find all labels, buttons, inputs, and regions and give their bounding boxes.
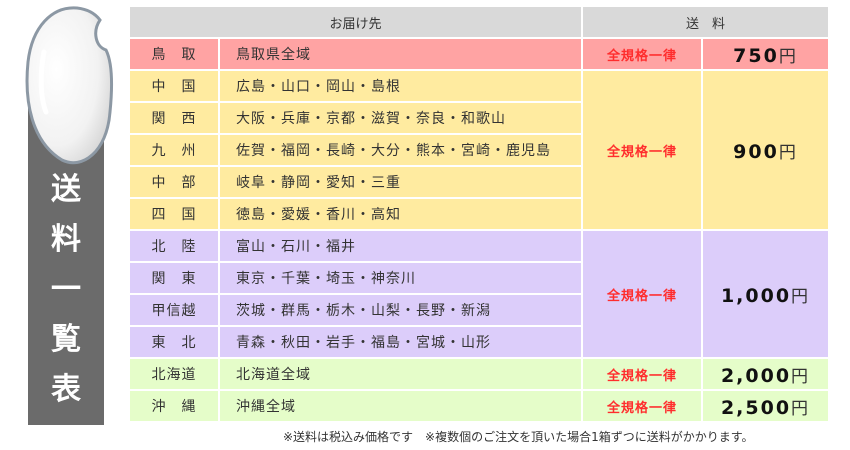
header-shipping: 送 料 (583, 7, 828, 37)
region-name: 沖 縄 (130, 391, 218, 421)
prefecture-list: 茨城・群馬・栃木・山梨・長野・新潟 (220, 295, 581, 325)
prefecture-list: 大阪・兵庫・京都・滋賀・奈良・和歌山 (220, 103, 581, 133)
price-unit: 円 (778, 142, 798, 163)
prefecture-list: 東京・千葉・埼玉・神奈川 (220, 263, 581, 293)
rate-label: 全規格一律 (583, 231, 701, 357)
table-row: 東 北青森・秋田・岩手・福島・宮城・山形 (130, 327, 828, 357)
region-name: 四 国 (130, 199, 218, 229)
title-char: 一 (51, 272, 81, 307)
table-row: 九 州佐賀・福岡・長崎・大分・熊本・宮崎・鹿児島 (130, 135, 828, 165)
region-name: 関 東 (130, 263, 218, 293)
prefecture-list: 青森・秋田・岩手・福島・宮城・山形 (220, 327, 581, 357)
price: 2,500円 (703, 391, 828, 421)
prefecture-list: 岐阜・静岡・愛知・三重 (220, 167, 581, 197)
table-row: 鳥 取鳥取県全域 全規格一律 750円 (130, 39, 828, 69)
price: 900円 (703, 71, 828, 229)
table-row: 関 西大阪・兵庫・京都・滋賀・奈良・和歌山 (130, 103, 828, 133)
title-char: 覧 (51, 322, 81, 357)
price-unit: 円 (791, 286, 811, 307)
prefecture-list: 佐賀・福岡・長崎・大分・熊本・宮崎・鹿児島 (220, 135, 581, 165)
rate-label: 全規格一律 (583, 39, 701, 69)
price-value: 2,000 (720, 364, 792, 387)
sidebar-title: 送 料 一 覧 表 (28, 175, 104, 425)
region-name: 鳥 取 (130, 39, 218, 69)
region-name: 北海道 (130, 359, 218, 389)
rate-label: 全規格一律 (583, 71, 701, 229)
table-row: 関 東東京・千葉・埼玉・神奈川 (130, 263, 828, 293)
prefecture-list: 鳥取県全域 (220, 39, 581, 69)
shipping-table: お届け先 送 料 鳥 取鳥取県全域 全規格一律 750円中 国広島・山口・岡山・島根… (128, 5, 830, 423)
table-row: 中 部岐阜・静岡・愛知・三重 (130, 167, 828, 197)
footnote: ※送料は税込み価格です ※複数個のご注文を頂いた場合1箱ずつに送料がかかります。 (283, 430, 754, 444)
table-row: 四 国徳島・愛媛・香川・高知 (130, 199, 828, 229)
header-destination: お届け先 (130, 7, 581, 37)
rice-grain-icon (25, 6, 114, 165)
table-row: 北海道 北海道全域 全規格一律 2,000円 (130, 359, 828, 389)
table-row: 甲信越 茨城・群馬・栃木・山梨・長野・新潟 (130, 295, 828, 325)
region-name: 九 州 (130, 135, 218, 165)
title-char: 表 (51, 372, 81, 407)
prefecture-list: 富山・石川・福井 (220, 231, 581, 261)
price-value: 750 (733, 44, 779, 67)
price: 750円 (703, 39, 828, 69)
table-row: 中 国広島・山口・岡山・島根 全規格一律 900円 (130, 71, 828, 229)
prefecture-list: 広島・山口・岡山・島根 (220, 71, 581, 101)
prefecture-list: 沖縄全域 (220, 391, 581, 421)
region-name: 中 部 (130, 167, 218, 197)
price: 1,000円 (703, 231, 828, 357)
table-row: 北 陸富山・石川・福井 全規格一律 1,000円 (130, 231, 828, 357)
price-unit: 円 (791, 398, 811, 419)
table-row: 沖 縄沖縄全域 全規格一律 2,500円 (130, 391, 828, 421)
title-char: 送 (51, 172, 81, 207)
price-unit: 円 (778, 46, 798, 67)
region-name: 中 国 (130, 71, 218, 101)
region-name: 甲信越 (130, 295, 218, 325)
title-char: 料 (51, 222, 81, 257)
price-unit: 円 (791, 366, 811, 387)
prefecture-list: 徳島・愛媛・香川・高知 (220, 199, 581, 229)
region-name: 東 北 (130, 327, 218, 357)
price-value: 1,000 (720, 284, 792, 307)
rate-label: 全規格一律 (583, 359, 701, 389)
prefecture-list: 北海道全域 (220, 359, 581, 389)
region-name: 北 陸 (130, 231, 218, 261)
price-value: 2,500 (720, 396, 792, 419)
rate-label: 全規格一律 (583, 391, 701, 421)
region-name: 関 西 (130, 103, 218, 133)
price: 2,000円 (703, 359, 828, 389)
table-header: お届け先 送 料 (130, 7, 828, 37)
price-value: 900 (733, 140, 779, 163)
